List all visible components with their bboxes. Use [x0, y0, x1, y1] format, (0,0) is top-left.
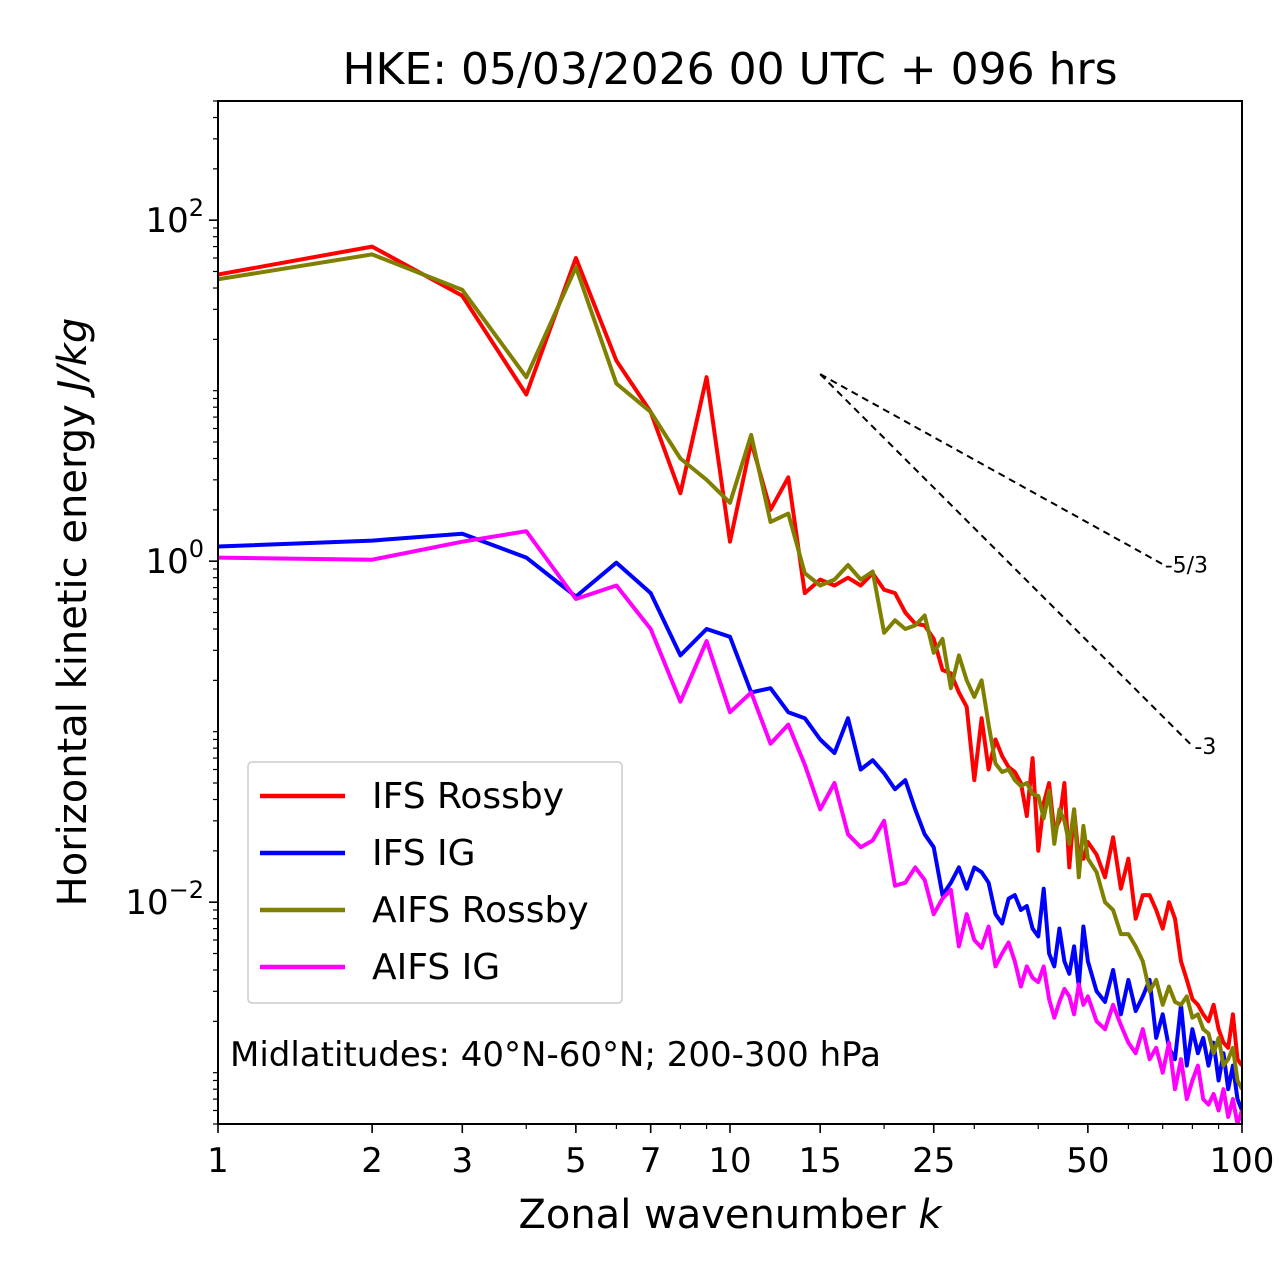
series-line-ifs-rossby [218, 244, 1242, 1067]
x-tick-label: 3 [451, 1141, 473, 1181]
region-annotation: Midlatitudes: 40°N-60°N; 200-300 hPa [230, 1035, 881, 1075]
x-tick-label: 1 [207, 1141, 229, 1181]
x-tick-label: 7 [640, 1141, 662, 1181]
x-tick-label: 2 [361, 1141, 383, 1181]
chart-title: HKE: 05/03/2026 00 UTC + 096 hrs [342, 44, 1117, 95]
y-axis-label-text: Horizontal kinetic energy [50, 392, 96, 907]
series-line-ifs-ig [218, 531, 1242, 1112]
y-tick-label: 102 [145, 194, 204, 241]
x-tick-label: 25 [912, 1141, 955, 1181]
x-axis-label-text: Zonal wavenumber [518, 1192, 918, 1238]
y-tick-label: 100 [145, 535, 204, 582]
x-axis-label-symbol: k [918, 1192, 943, 1238]
x-axis-ticks: 1 2 3 5 7 10 15 25 50 100 [207, 1124, 1274, 1181]
y-axis-label-symbol: J/kg [50, 318, 96, 399]
x-tick-label: 10 [708, 1141, 751, 1181]
legend-label: AIFS IG [372, 947, 500, 988]
x-tick-label: 15 [799, 1141, 842, 1181]
series-line-aifs-rossby [218, 252, 1242, 1091]
x-tick-label: 100 [1210, 1141, 1275, 1181]
series-line-aifs-ig [218, 529, 1242, 1124]
x-axis-label: Zonal wavenumber k [518, 1192, 943, 1238]
legend: IFS Rossby IFS IG AIFS Rossby AIFS IG [247, 761, 623, 1004]
legend-label: IFS Rossby [372, 776, 564, 817]
reference-slope-line [819, 373, 1164, 566]
legend-frame [247, 761, 623, 1004]
reference-slope-line [819, 373, 1194, 747]
x-tick-label: 5 [565, 1141, 587, 1181]
series-lines [218, 244, 1242, 1124]
reference-slope-label: -5/3 [1165, 553, 1208, 578]
y-axis-label: Horizontal kinetic energy J/kg [50, 318, 96, 907]
y-axis-ticks: 10−2 100 102 [125, 194, 218, 923]
y-tick-label: 10−2 [125, 876, 204, 923]
x-tick-label: 50 [1066, 1141, 1109, 1181]
legend-label: IFS IG [372, 833, 476, 874]
reference-slope-label: -3 [1194, 735, 1216, 760]
legend-label: AIFS Rossby [372, 890, 589, 931]
reference-slopes: -5/3 -3 [819, 373, 1216, 760]
